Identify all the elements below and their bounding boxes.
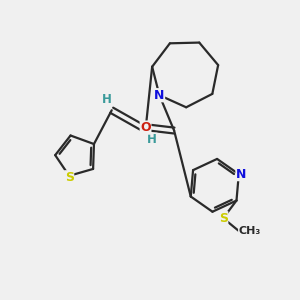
Text: O: O <box>140 121 151 134</box>
Text: N: N <box>154 89 165 102</box>
Text: CH₃: CH₃ <box>238 226 261 236</box>
Text: N: N <box>236 168 246 181</box>
Text: S: S <box>64 171 74 184</box>
Text: H: H <box>147 133 157 146</box>
Text: S: S <box>219 212 228 225</box>
Text: H: H <box>101 93 111 106</box>
